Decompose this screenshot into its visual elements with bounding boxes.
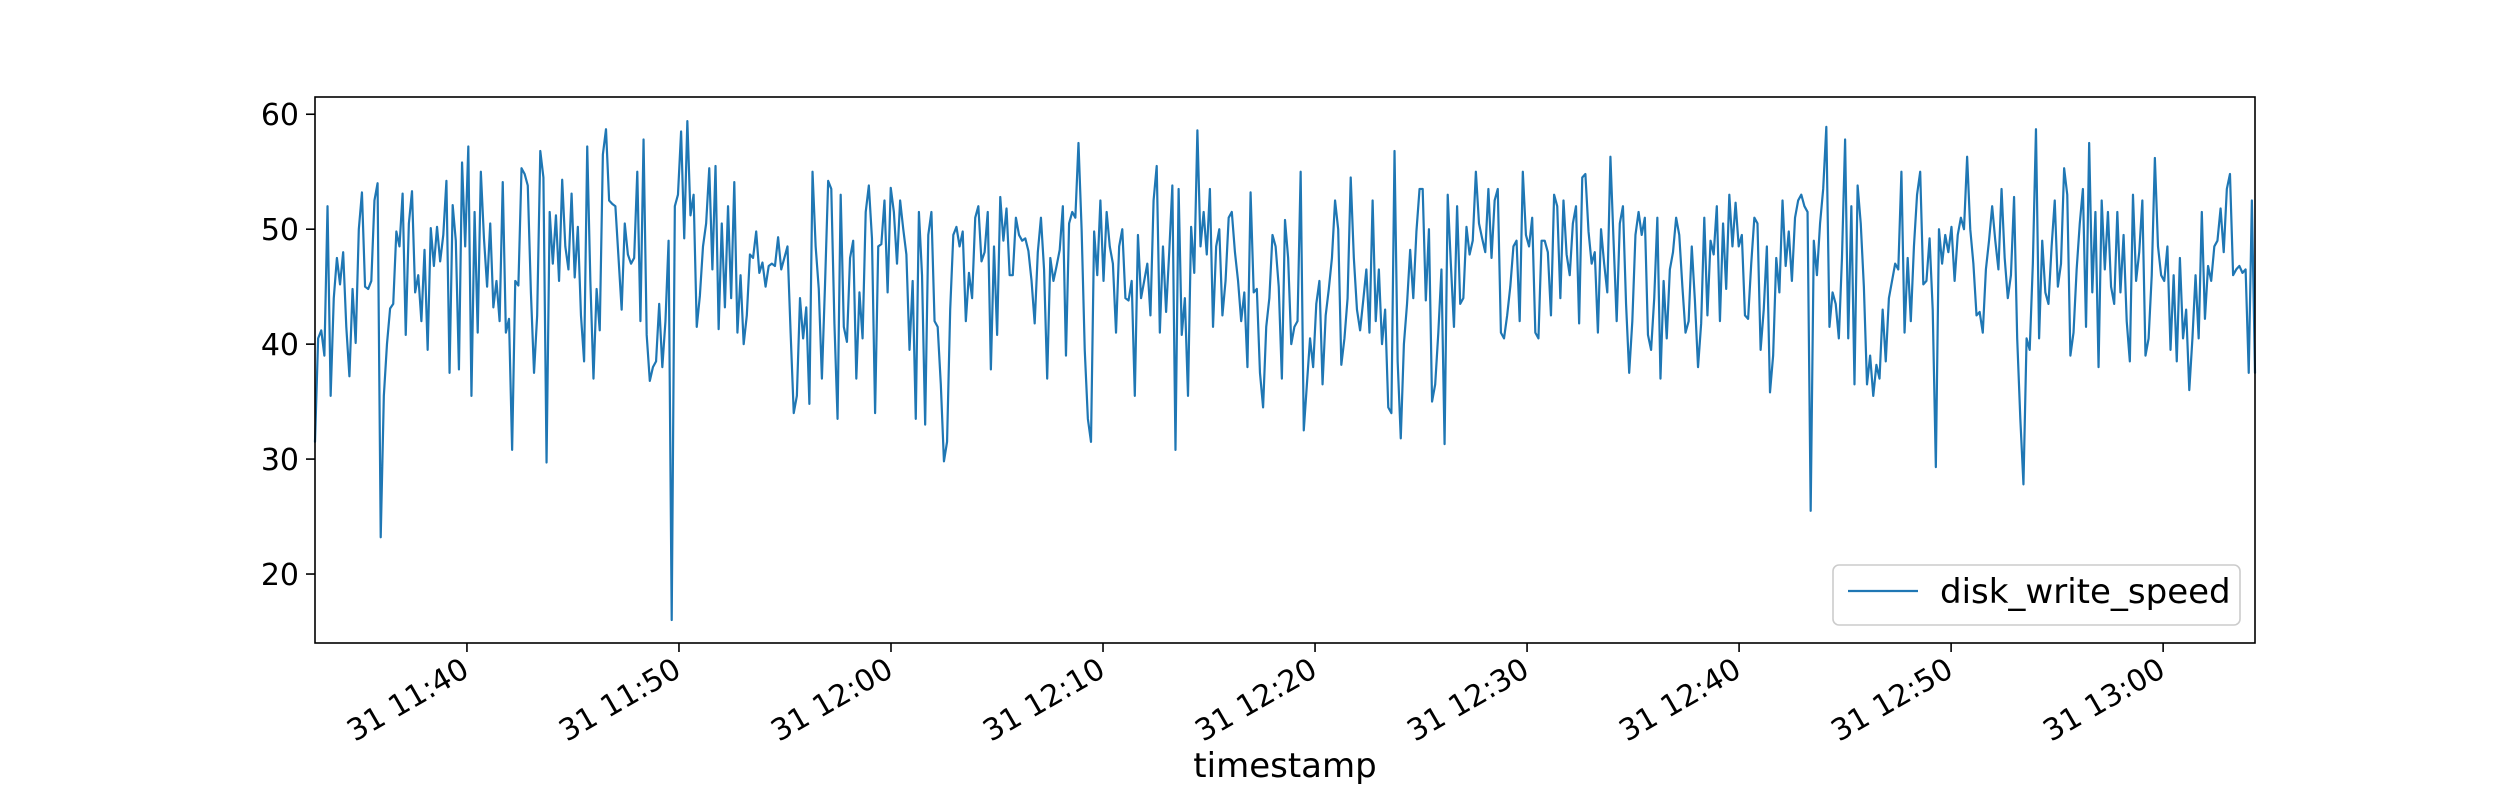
y-tick-label: 50: [261, 213, 299, 248]
series-line-disk-write-speed: [313, 120, 2257, 622]
axes-frame: [314, 96, 2256, 644]
y-tick-label: 40: [261, 328, 299, 363]
y-tick-label: 30: [261, 443, 299, 478]
y-tick-label: 20: [261, 558, 299, 593]
legend-box: [1832, 564, 2241, 626]
legend: disk_write_speed: [1832, 564, 2241, 626]
x-axis-label: timestamp: [1193, 746, 1376, 786]
y-axis: 20 30 40 50 60: [261, 98, 315, 593]
y-tick-label: 60: [261, 98, 299, 133]
plot-area: [313, 120, 2257, 622]
legend-label: disk_write_speed: [1940, 572, 2231, 612]
